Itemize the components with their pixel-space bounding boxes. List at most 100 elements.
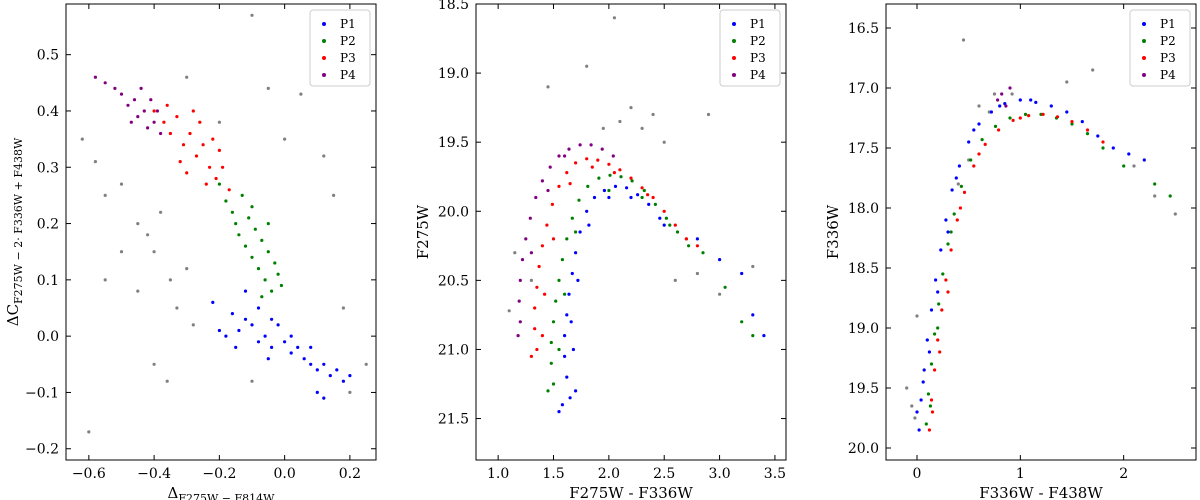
legend-marker-p4 <box>322 73 326 77</box>
point-p3 <box>188 131 192 136</box>
point-p3 <box>535 347 539 352</box>
point-p2 <box>926 392 931 396</box>
point-p1 <box>1018 98 1022 102</box>
point-p2 <box>608 173 612 177</box>
y-tick-label: 19.5 <box>438 135 469 151</box>
point-p3 <box>938 350 942 354</box>
point-p2 <box>260 238 264 242</box>
point-p3 <box>533 327 537 331</box>
legend-marker-p1 <box>322 22 326 26</box>
point-p1 <box>1029 98 1033 102</box>
point-p1 <box>289 351 293 355</box>
point-p1 <box>1096 134 1100 138</box>
point-p2 <box>279 283 283 288</box>
y-tick-label: 0.3 <box>37 160 59 176</box>
panel-cmd-f336w: 0 1 2 16.5 17.0 17.5 18.0 18.5 19.0 19.5 20.0 F336W… <box>824 3 1197 500</box>
point-field <box>152 362 156 366</box>
point-field <box>185 75 189 79</box>
point-p1 <box>954 176 958 180</box>
panel-cmd-f275w: 1.0 1.5 2.0 2.5 3.0 3.5 18.5 19.0 19.5 20.0 20.5 21… <box>414 0 787 500</box>
point-field <box>546 85 550 89</box>
legend-label-p4: P4 <box>340 68 356 82</box>
point-p1 <box>315 390 319 394</box>
point-field <box>87 430 91 434</box>
point-p1 <box>927 350 932 354</box>
point-p1 <box>1065 110 1069 114</box>
axes-frame <box>885 3 1197 461</box>
x-axis-label: F336W - F438W <box>979 484 1103 500</box>
point-field <box>266 86 270 90</box>
point-p4 <box>996 98 1000 102</box>
point-p4 <box>129 120 133 124</box>
point-p1 <box>211 300 215 304</box>
point-p2 <box>230 210 234 214</box>
x-tick-label: −0.4 <box>137 466 171 482</box>
point-p1 <box>944 218 948 222</box>
point-p1 <box>977 122 981 126</box>
series-p2 <box>924 112 1172 426</box>
point-p1 <box>266 357 270 361</box>
point-p4 <box>518 320 522 324</box>
point-p1 <box>322 396 326 400</box>
point-p2 <box>557 278 561 282</box>
point-p1 <box>602 188 607 193</box>
x-tick-label: −0.6 <box>72 466 106 482</box>
point-p1 <box>1034 100 1038 104</box>
point-p2 <box>751 334 755 338</box>
point-p1 <box>636 193 640 197</box>
point-p1 <box>946 230 950 234</box>
point-p3 <box>651 195 655 200</box>
legend-label-p3: P3 <box>1160 51 1176 65</box>
point-p1 <box>328 374 332 378</box>
point-p3 <box>194 154 199 158</box>
point-p1 <box>230 312 234 316</box>
y-tick-label: 19.5 <box>848 381 879 397</box>
point-p4 <box>524 237 528 241</box>
point-p4 <box>152 120 156 124</box>
legend-box <box>719 9 781 87</box>
point-p3 <box>684 237 689 241</box>
point-p2 <box>675 230 680 234</box>
point-p2 <box>640 195 644 200</box>
point-field <box>640 126 644 130</box>
series-p4 <box>516 143 615 338</box>
point-p3 <box>543 292 547 296</box>
point-p4 <box>1004 104 1008 108</box>
point-p3 <box>972 164 976 168</box>
legend-label-p1: P1 <box>1160 17 1176 31</box>
point-p2 <box>250 255 254 259</box>
point-p4 <box>113 86 117 90</box>
point-p1 <box>915 410 919 414</box>
point-p3 <box>181 143 186 147</box>
point-p4 <box>518 278 522 282</box>
point-field <box>751 264 755 269</box>
point-p2 <box>933 332 937 336</box>
point-p1 <box>276 323 280 327</box>
point-p3 <box>695 244 700 248</box>
point-p2 <box>1101 146 1105 150</box>
y-tick-label: 17.5 <box>848 141 879 157</box>
series-field <box>507 16 755 313</box>
point-p3 <box>1011 118 1015 122</box>
point-p1 <box>296 345 300 349</box>
point-p1 <box>647 202 651 206</box>
point-field <box>507 309 511 313</box>
point-p4 <box>611 154 615 158</box>
point-p3 <box>940 308 944 312</box>
legend-marker-p2 <box>322 39 326 43</box>
point-p1 <box>322 362 326 366</box>
point-p3 <box>1041 112 1045 116</box>
point-p4 <box>548 165 552 169</box>
legend-label-p3: P3 <box>750 51 766 65</box>
legend-label-p2: P2 <box>750 34 766 48</box>
point-p3 <box>596 158 600 162</box>
point-p2 <box>1070 122 1074 126</box>
point-p2 <box>597 176 601 180</box>
legend-label-p3: P3 <box>340 51 356 65</box>
point-p1 <box>950 188 954 192</box>
point-p3 <box>927 428 932 432</box>
point-p1 <box>270 317 274 321</box>
point-p3 <box>1070 120 1074 124</box>
point-p2 <box>565 237 569 241</box>
point-field <box>695 271 700 276</box>
